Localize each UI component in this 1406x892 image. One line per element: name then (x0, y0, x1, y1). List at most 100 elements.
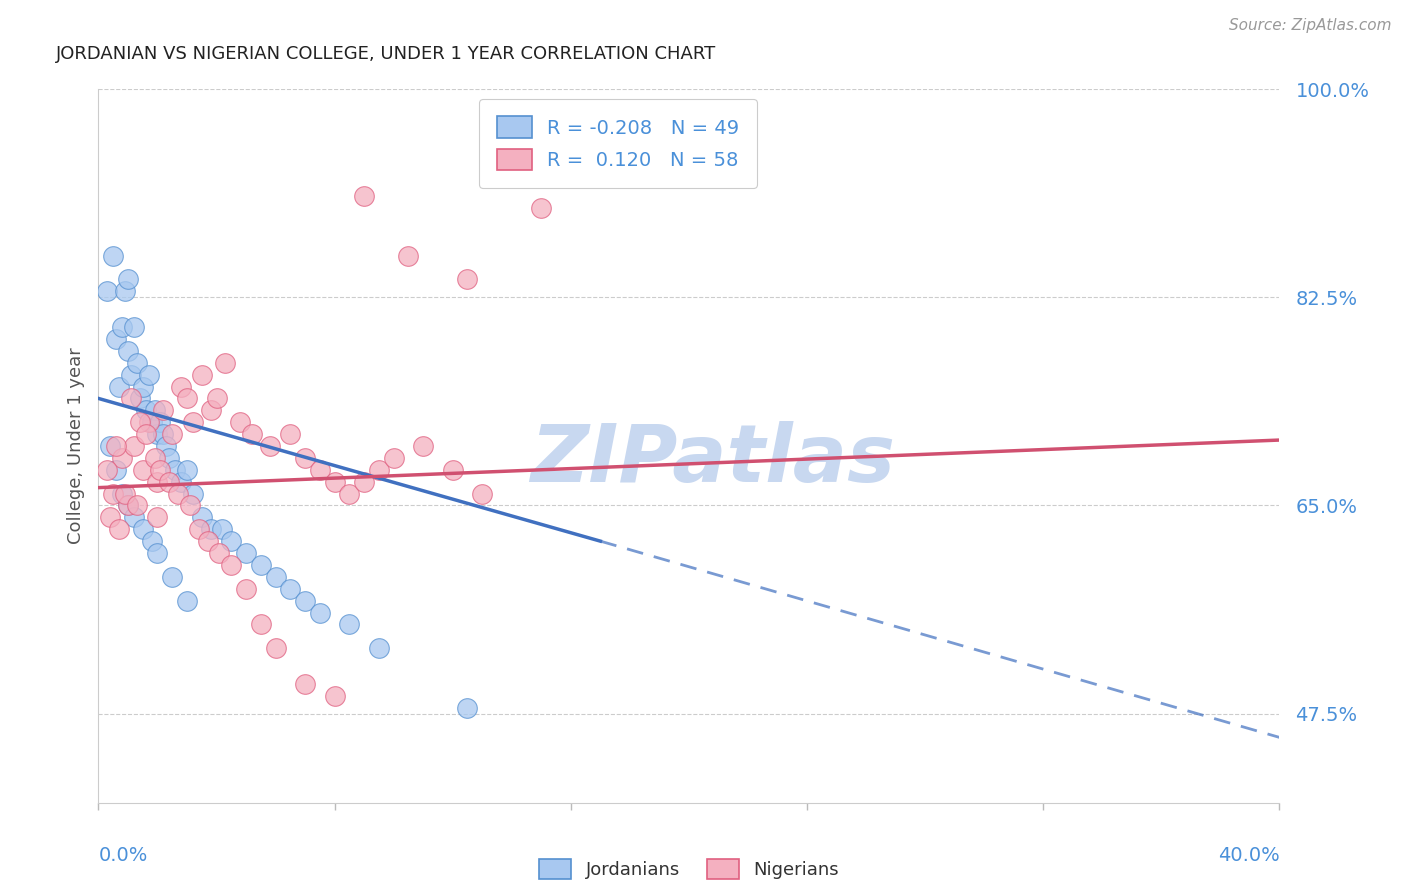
Point (157, 475, 180, 489)
Point (114, 285, 136, 299)
Point (181, 415, 204, 429)
Point (111, 450, 134, 465)
Point (170, 379, 193, 393)
Legend: Jordanians, Nigerians: Jordanians, Nigerians (531, 852, 846, 887)
Text: 40.0%: 40.0% (1218, 846, 1279, 864)
Point (105, 439, 128, 453)
Point (149, 415, 172, 429)
Point (117, 272, 139, 286)
Point (205, 392, 228, 406)
Point (396, 249, 419, 263)
Point (146, 546, 169, 560)
Point (309, 606, 332, 620)
Point (191, 368, 214, 382)
Point (530, 201, 553, 215)
Point (259, 439, 281, 453)
Point (114, 486, 136, 500)
Point (181, 486, 204, 500)
Point (143, 450, 166, 465)
Point (96, 285, 118, 299)
Text: Source: ZipAtlas.com: Source: ZipAtlas.com (1229, 18, 1392, 33)
Point (125, 356, 148, 370)
Point (141, 415, 163, 429)
Point (294, 677, 316, 691)
Point (221, 558, 243, 572)
Point (98, 439, 121, 453)
Point (294, 593, 316, 607)
Point (229, 415, 252, 429)
Point (250, 558, 273, 572)
Point (138, 415, 160, 429)
Point (105, 463, 128, 477)
Point (105, 332, 128, 346)
Point (176, 392, 198, 406)
Point (122, 439, 145, 453)
Point (117, 343, 139, 358)
Point (221, 534, 243, 549)
Point (211, 522, 233, 536)
Point (132, 522, 155, 536)
Point (412, 439, 434, 453)
Point (146, 475, 169, 489)
Point (128, 392, 150, 406)
Point (197, 534, 219, 549)
Point (146, 510, 169, 524)
Point (103, 249, 125, 263)
Point (264, 641, 287, 656)
Point (235, 582, 257, 596)
Point (294, 450, 316, 465)
Point (187, 522, 209, 536)
Point (98, 510, 121, 524)
Text: 0.0%: 0.0% (98, 846, 148, 864)
Point (179, 499, 201, 513)
Point (323, 475, 346, 489)
Point (170, 475, 193, 489)
Point (382, 450, 405, 465)
Point (208, 546, 231, 560)
Point (200, 403, 222, 417)
Point (339, 486, 360, 500)
Point (128, 415, 150, 429)
Point (278, 427, 302, 442)
Point (278, 582, 302, 596)
Point (135, 427, 157, 442)
Point (138, 368, 160, 382)
Point (353, 475, 375, 489)
Point (176, 463, 198, 477)
Point (368, 641, 391, 656)
Point (117, 499, 139, 513)
Point (309, 463, 332, 477)
Point (235, 546, 257, 560)
Point (132, 379, 155, 393)
Point (162, 570, 183, 584)
Point (111, 486, 134, 500)
Point (176, 593, 198, 607)
Point (456, 700, 478, 714)
Point (120, 368, 142, 382)
Point (155, 439, 177, 453)
Point (152, 427, 174, 442)
Point (250, 617, 273, 632)
Point (165, 463, 187, 477)
Point (167, 486, 190, 500)
Point (191, 510, 214, 524)
Text: JORDANIAN VS NIGERIAN COLLEGE, UNDER 1 YEAR CORRELATION CHART: JORDANIAN VS NIGERIAN COLLEGE, UNDER 1 Y… (56, 45, 717, 62)
Point (143, 403, 166, 417)
Point (200, 522, 222, 536)
Point (339, 617, 360, 632)
Point (353, 189, 375, 203)
Point (368, 463, 391, 477)
Point (122, 320, 145, 334)
Point (323, 689, 346, 703)
Point (214, 356, 236, 370)
Point (122, 510, 145, 524)
Point (125, 499, 148, 513)
Point (135, 403, 157, 417)
Point (471, 486, 494, 500)
Point (117, 499, 139, 513)
Point (146, 427, 169, 442)
Point (108, 522, 131, 536)
Text: ZIPatlas: ZIPatlas (530, 421, 896, 500)
Point (120, 392, 142, 406)
Point (152, 403, 174, 417)
